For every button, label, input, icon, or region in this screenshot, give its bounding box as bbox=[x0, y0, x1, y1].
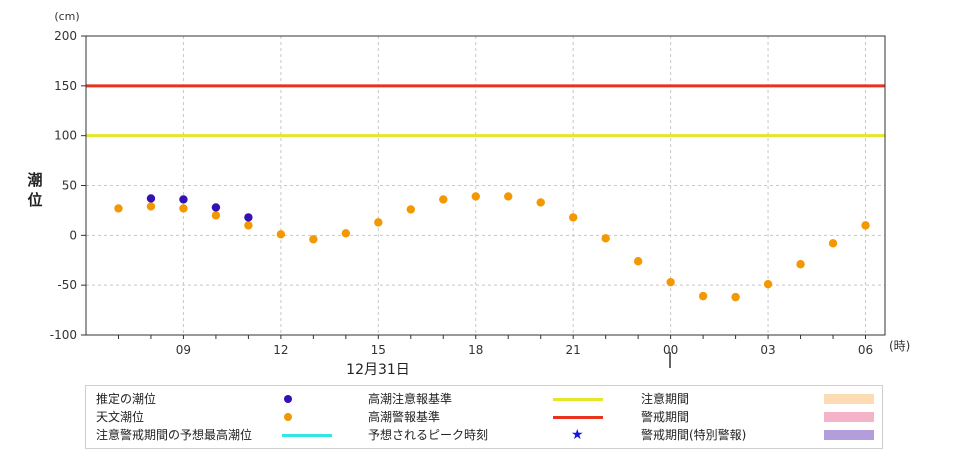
data-point bbox=[341, 229, 351, 238]
grid-lines bbox=[86, 36, 885, 335]
legend-estimated-tide: 推定の潮位 bbox=[96, 390, 366, 408]
data-point bbox=[439, 195, 448, 204]
x-tick-label: 09 bbox=[176, 343, 191, 357]
x-unit-label: (時) bbox=[889, 339, 910, 353]
y-axis-label: 潮位 bbox=[27, 171, 42, 209]
data-point bbox=[276, 230, 286, 239]
y-tick-label: 100 bbox=[54, 129, 77, 143]
legend-label: 予想されるピーク時刻 bbox=[368, 428, 489, 442]
x-tick-label: 00 bbox=[663, 343, 678, 357]
x-tick-label: 21 bbox=[566, 343, 581, 357]
date-label: 12月31日 bbox=[346, 362, 410, 378]
y-tick-label: 0 bbox=[69, 228, 77, 242]
legend-warning-period: 警戒期間 bbox=[641, 408, 876, 426]
data-point bbox=[309, 235, 318, 244]
data-point bbox=[633, 257, 643, 266]
x-tick-label: 12 bbox=[273, 343, 288, 357]
data-point bbox=[179, 204, 188, 213]
legend-label: 天文潮位 bbox=[96, 410, 145, 424]
legend-rect-icon bbox=[824, 412, 874, 422]
data-point bbox=[179, 195, 188, 204]
y-unit-label: (cm) bbox=[54, 10, 79, 23]
data-point bbox=[731, 292, 740, 302]
legend-line-icon bbox=[282, 434, 332, 437]
legend-label: 注意期間 bbox=[641, 392, 690, 406]
legend-dot-icon bbox=[284, 395, 292, 403]
legend-advisory-period: 注意期間 bbox=[641, 390, 876, 408]
legend-label: 警戒期間(特別警報) bbox=[641, 428, 747, 442]
legend-label: 推定の潮位 bbox=[96, 392, 157, 406]
data-point bbox=[536, 198, 545, 207]
data-point bbox=[698, 291, 708, 301]
threshold-lines bbox=[86, 84, 885, 138]
data-point bbox=[244, 221, 253, 230]
legend-warning-criterion: 高潮警報基準 bbox=[368, 408, 638, 426]
data-point bbox=[763, 279, 773, 289]
x-axis: 09 12 15 18 21 00 03 06 bbox=[117, 335, 873, 357]
legend-special-warning-period: 警戒期間(特別警報) bbox=[641, 426, 876, 444]
data-point bbox=[601, 234, 610, 243]
legend: 推定の潮位 天文潮位 注意警戒期間の予想最高潮位 高潮注意報基準 高潮警報基準 … bbox=[85, 385, 883, 449]
data-point bbox=[861, 221, 870, 230]
y-tick-label: 150 bbox=[54, 79, 77, 93]
legend-rect-icon bbox=[824, 430, 874, 440]
legend-dot-icon bbox=[284, 413, 292, 421]
y-axis: -100 -50 0 50 100 150 200 bbox=[50, 29, 86, 342]
y-tick-label: -100 bbox=[50, 328, 77, 342]
y-tick-label: 50 bbox=[62, 179, 77, 193]
star-icon: ★ bbox=[571, 427, 584, 443]
data-point bbox=[211, 203, 221, 212]
data-point bbox=[374, 218, 383, 227]
tide-chart: -100 -50 0 50 100 150 200 09 12 15 18 21 00 03 06 (cm… bbox=[27, 10, 910, 378]
data-point bbox=[146, 194, 156, 203]
x-tick-label: 06 bbox=[858, 343, 873, 357]
legend-rect-icon bbox=[824, 394, 874, 404]
data-point bbox=[146, 202, 156, 211]
data-point bbox=[114, 204, 123, 213]
data-point bbox=[796, 260, 805, 269]
data-point bbox=[244, 213, 253, 222]
data-point bbox=[504, 192, 513, 201]
legend-astronomical-tide: 天文潮位 bbox=[96, 408, 366, 426]
legend-label: 注意警戒期間の予想最高潮位 bbox=[96, 428, 253, 442]
legend-label: 高潮注意報基準 bbox=[368, 392, 453, 406]
data-point bbox=[211, 211, 221, 220]
legend-line-icon bbox=[553, 416, 603, 419]
y-tick-label: 200 bbox=[54, 29, 77, 43]
legend-predicted-max-tide: 注意警戒期間の予想最高潮位 bbox=[96, 426, 366, 444]
data-point bbox=[828, 239, 838, 248]
legend-label: 高潮警報基準 bbox=[368, 410, 441, 424]
x-tick-label: 03 bbox=[760, 343, 775, 357]
legend-advisory-criterion: 高潮注意報基準 bbox=[368, 390, 638, 408]
x-tick-label: 18 bbox=[468, 343, 483, 357]
data-point bbox=[568, 213, 578, 222]
x-tick-label: 15 bbox=[371, 343, 386, 357]
legend-peak-time: 予想されるピーク時刻 ★ bbox=[368, 426, 638, 444]
legend-label: 警戒期間 bbox=[641, 410, 690, 424]
y-tick-label: -50 bbox=[57, 278, 77, 292]
data-point bbox=[666, 277, 675, 287]
data-points bbox=[114, 192, 870, 302]
data-point bbox=[471, 192, 480, 201]
data-point bbox=[406, 205, 415, 214]
legend-line-icon bbox=[553, 398, 603, 401]
